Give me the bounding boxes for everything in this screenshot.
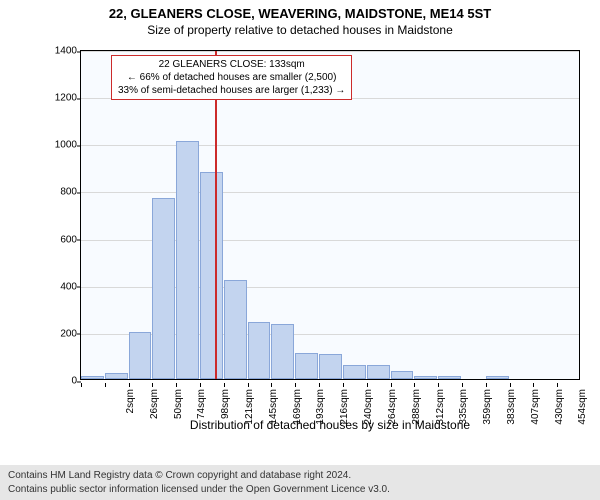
gridline: [81, 51, 579, 52]
histogram-bar: [319, 354, 342, 379]
y-tick-label: 200: [47, 328, 77, 339]
histogram-bar: [248, 322, 271, 379]
y-tick-label: 1200: [47, 93, 77, 104]
page-title: 22, GLEANERS CLOSE, WEAVERING, MAIDSTONE…: [0, 6, 600, 21]
histogram-bar: [176, 141, 199, 379]
y-tick-label: 0: [47, 376, 77, 387]
histogram-chart: Number of detached properties 0200400600…: [50, 44, 590, 424]
title-block: 22, GLEANERS CLOSE, WEAVERING, MAIDSTONE…: [0, 0, 600, 37]
gridline: [81, 145, 579, 146]
histogram-bar: [295, 353, 318, 379]
histogram-bar: [486, 376, 509, 379]
histogram-bar: [271, 324, 294, 379]
reference-annotation: 22 GLEANERS CLOSE: 133sqm ← 66% of detac…: [111, 55, 352, 100]
y-tick-label: 600: [47, 234, 77, 245]
plot-area: 02004006008001000120014002sqm26sqm50sqm7…: [80, 50, 580, 380]
y-tick-label: 800: [47, 187, 77, 198]
histogram-bar: [81, 376, 104, 379]
page-subtitle: Size of property relative to detached ho…: [0, 23, 600, 37]
histogram-bar: [391, 371, 414, 379]
reference-line: [215, 51, 217, 379]
histogram-bar: [105, 373, 128, 379]
histogram-bar: [414, 376, 437, 379]
footer-line: Contains public sector information licen…: [8, 483, 592, 497]
x-axis-label: Distribution of detached houses by size …: [80, 418, 580, 432]
histogram-bar: [438, 376, 461, 379]
histogram-bar: [200, 172, 223, 379]
annotation-line: 33% of semi-detached houses are larger (…: [118, 84, 345, 97]
footer-attribution: Contains HM Land Registry data © Crown c…: [0, 465, 600, 500]
annotation-line: 22 GLEANERS CLOSE: 133sqm: [118, 58, 345, 71]
annotation-line: ← 66% of detached houses are smaller (2,…: [118, 71, 345, 84]
y-tick-label: 1000: [47, 140, 77, 151]
y-tick-label: 400: [47, 281, 77, 292]
histogram-bar: [129, 332, 152, 379]
histogram-bar: [152, 198, 175, 380]
histogram-bar: [224, 280, 247, 379]
histogram-bar: [367, 365, 390, 379]
gridline: [81, 192, 579, 193]
footer-line: Contains HM Land Registry data © Crown c…: [8, 469, 592, 483]
y-tick-label: 1400: [47, 46, 77, 57]
histogram-bar: [343, 365, 366, 379]
